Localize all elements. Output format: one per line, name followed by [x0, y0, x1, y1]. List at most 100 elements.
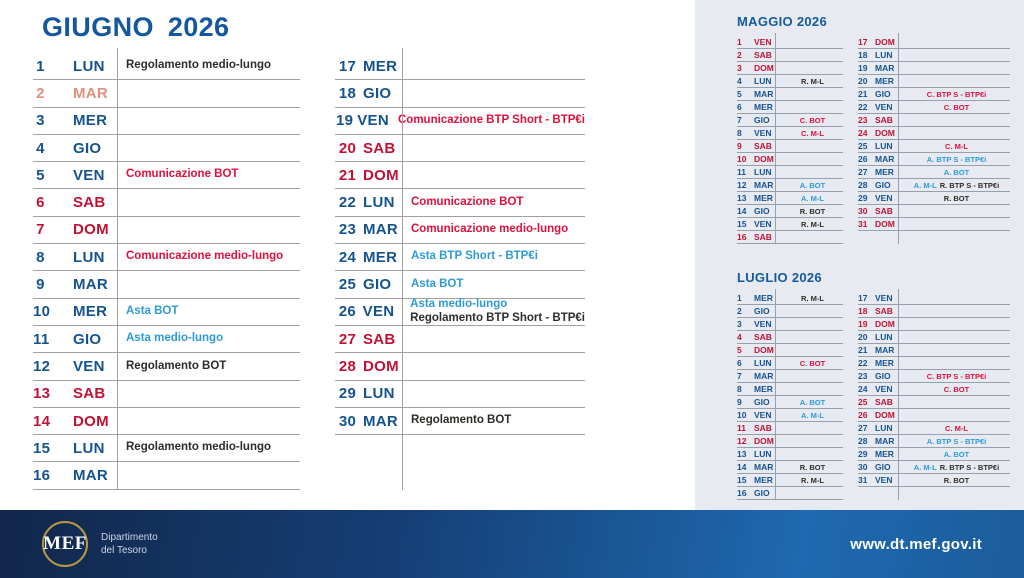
day-name: VEN [362, 303, 395, 321]
day-events: A. M-L [777, 192, 843, 204]
day-number: 8 [737, 128, 742, 138]
day-number: 13 [737, 449, 747, 459]
day-row: 17 MER [335, 53, 585, 81]
event-label: C. M-L [945, 141, 968, 151]
event-label: A. M-L [801, 193, 824, 203]
day-row: 29 LUN [335, 381, 585, 408]
day-events [777, 36, 843, 48]
day-number: 2 [737, 306, 742, 316]
day-events: A. M-L R. BTP S - BTP€i [898, 179, 1010, 191]
day-number: 14 [737, 206, 747, 216]
day-events: C. BOT [898, 101, 1010, 113]
department-label: Dipartimento del Tesoro [101, 531, 158, 558]
day-row: 10 DOM [737, 153, 843, 166]
event-label: A. BOT [943, 449, 970, 459]
day-row: 26 DOM [858, 409, 1010, 422]
day-name: MER [754, 384, 773, 394]
day-name: GIO [875, 462, 891, 472]
day-name: MAR [73, 84, 109, 102]
day-number: 6 [36, 194, 45, 212]
day-name: DOM [875, 37, 895, 47]
day-events [402, 381, 585, 407]
day-row: 28 GIO A. M-L R. BTP S - BTP€i [858, 179, 1010, 192]
day-row: 11 LUN [737, 166, 843, 179]
day-number: 27 [858, 167, 868, 177]
day-name: LUN [875, 50, 893, 60]
event-label: Regolamento BOT [411, 414, 512, 427]
day-name: MER [875, 167, 894, 177]
website-link[interactable]: www.dt.mef.gov.it [850, 535, 982, 553]
day-events: Comunicazione medio-lungo [402, 217, 585, 243]
day-number: 28 [858, 436, 868, 446]
day-number: 16 [33, 467, 51, 485]
mini-calendar-column-2: 17 VEN 18 SAB 19 DOM 20 LUN 21 MAR 22 MER 23 GIO C. BT… [858, 289, 1010, 500]
day-name: VEN [875, 293, 893, 303]
event-label: Asta BOT [411, 277, 464, 290]
day-number: 19 [335, 112, 354, 130]
page-title: GIUGNO 2026 [42, 12, 695, 43]
day-row: 28 MAR A. BTP S - BTP€i [858, 435, 1010, 448]
day-events: Regolamento medio-lungo [117, 53, 300, 79]
day-name: DOM [73, 221, 109, 239]
day-name: MER [754, 475, 773, 485]
day-name: MER [875, 358, 894, 368]
day-number: 12 [33, 357, 51, 375]
day-name: MER [363, 57, 398, 75]
day-row: 20 SAB [335, 135, 585, 163]
event-label: A. M-L [913, 180, 937, 190]
day-events [777, 88, 843, 100]
day-name: LUN [754, 358, 772, 368]
day-events [402, 353, 585, 379]
day-number: 3 [36, 112, 45, 130]
day-name: MER [363, 248, 398, 266]
day-name: MAR [754, 462, 774, 472]
day-events: A. BTP S - BTP€i [898, 153, 1010, 165]
column-divider-line [117, 48, 118, 490]
day-events: R. M-L [777, 218, 843, 230]
day-name: GIO [875, 371, 891, 381]
day-number: 25 [858, 397, 868, 407]
mef-logo: MEF [42, 521, 88, 567]
day-number: 25 [338, 276, 357, 294]
day-number: 14 [737, 462, 747, 472]
day-name: DOM [875, 319, 895, 329]
day-row: 13 MER A. M-L [737, 192, 843, 205]
adjacent-months-sidebar: MAGGIO 2026 1 VEN 2 SAB 3 DOM 4 LUN R. M-L 5 MAR 6 M… [695, 0, 1024, 510]
day-row: 7 DOM [33, 217, 300, 245]
day-events [898, 127, 1010, 139]
day-number: 27 [338, 330, 357, 348]
mini-calendar-maggio: MAGGIO 2026 1 VEN 2 SAB 3 DOM 4 LUN R. M-L 5 MAR 6 M… [737, 14, 1010, 244]
event-label: Comunicazione BOT [126, 168, 239, 181]
day-row: 3 MER [33, 108, 300, 135]
event-label: Regolamento BTP Short - BTP€i [410, 311, 585, 324]
day-row: 4 GIO [33, 135, 300, 163]
mini-calendar-luglio: LUGLIO 2026 1 MER R. M-L 2 GIO 3 VEN 4 SAB 5 DOM 6 L… [737, 270, 1010, 500]
event-label: Comunicazione BOT [411, 195, 524, 208]
day-events [402, 326, 585, 352]
event-label: R. BOT [799, 462, 826, 472]
mef-logo-text: MEF [43, 533, 87, 554]
day-name: VEN [754, 319, 772, 329]
day-number: 16 [737, 232, 747, 242]
day-events [777, 49, 843, 61]
day-number: 13 [33, 385, 51, 403]
day-number: 19 [858, 63, 868, 73]
main-calendar-column-2: 17 MER 18 GIO 19 VEN Comunicazione BTP Short -… [335, 48, 585, 490]
day-row: 1 MER R. M-L [737, 292, 843, 305]
mini-calendar-column-1: 1 MER R. M-L 2 GIO 3 VEN 4 SAB 5 DOM 6 LUN C. BOT 7 MAR… [737, 289, 843, 500]
day-name: MAR [754, 89, 774, 99]
day-name: MER [73, 303, 108, 321]
day-name: VEN [754, 128, 772, 138]
day-number: 4 [36, 139, 45, 157]
day-events: R. BOT [898, 474, 1010, 486]
day-name: SAB [875, 115, 893, 125]
event-label: C. BOT [799, 358, 826, 368]
day-name: DOM [875, 128, 895, 138]
day-events [777, 231, 843, 243]
day-row: 19 VEN Comunicazione BTP Short - BTP€i [335, 108, 585, 135]
day-number: 30 [858, 462, 868, 472]
day-events: R. M-L [777, 75, 843, 87]
day-row: 14 GIO R. BOT [737, 205, 843, 218]
day-row: 8 VEN C. M-L [737, 127, 843, 140]
day-events [898, 318, 1010, 330]
